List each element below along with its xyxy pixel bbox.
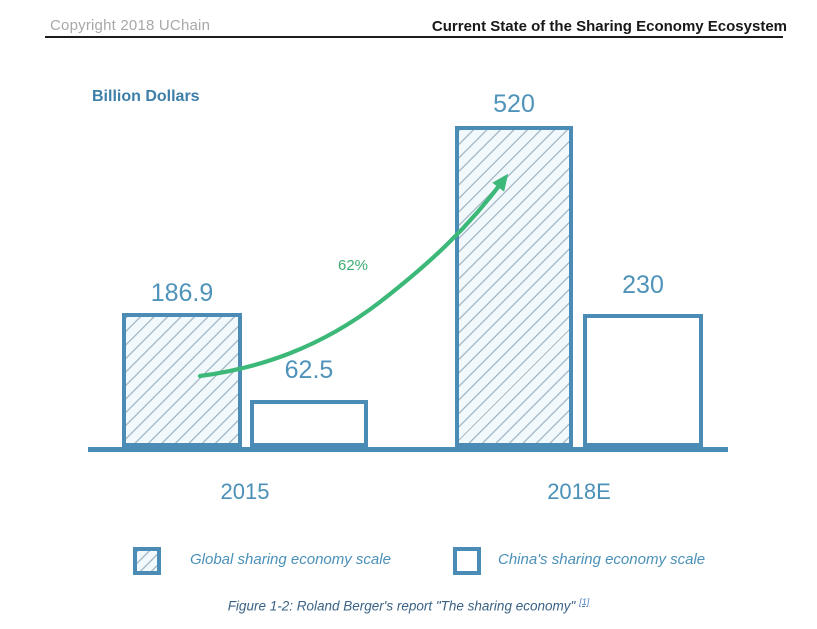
- citation-link[interactable]: [1]: [579, 597, 590, 607]
- header-title: Current State of the Sharing Economy Eco…: [431, 18, 787, 35]
- value-label-global-2015: 186.9: [150, 279, 214, 307]
- header-copyright: Copyright 2018 UChain: [50, 17, 211, 34]
- y-axis-unit-label: Billion Dollars: [92, 88, 200, 105]
- category-label-2015: 2015: [220, 479, 270, 504]
- legend-label-global: Global sharing economy scale: [190, 551, 391, 568]
- growth-percent-label: 62%: [338, 257, 369, 274]
- bar-global-2015: [122, 313, 242, 447]
- bar-global-2018e: [455, 126, 573, 447]
- value-label-china-2018e: 230: [622, 271, 664, 299]
- value-label-china-2015: 62.5: [284, 356, 334, 384]
- bar-china-2018e: [583, 314, 703, 447]
- legend-swatch-global-icon: [133, 547, 161, 575]
- figure-caption-text: Figure 1-2: Roland Berger's report "The …: [227, 598, 576, 614]
- category-label-2018e: 2018E: [547, 479, 611, 504]
- value-label-global-2018e: 520: [493, 90, 535, 118]
- figure-caption: Figure 1-2: Roland Berger's report "The …: [0, 596, 817, 614]
- bar-china-2015: [250, 400, 368, 447]
- header-divider: [45, 36, 783, 38]
- legend-label-china: China's sharing economy scale: [498, 551, 706, 568]
- x-axis-baseline: [88, 447, 728, 452]
- legend-swatch-china-icon: [453, 547, 481, 575]
